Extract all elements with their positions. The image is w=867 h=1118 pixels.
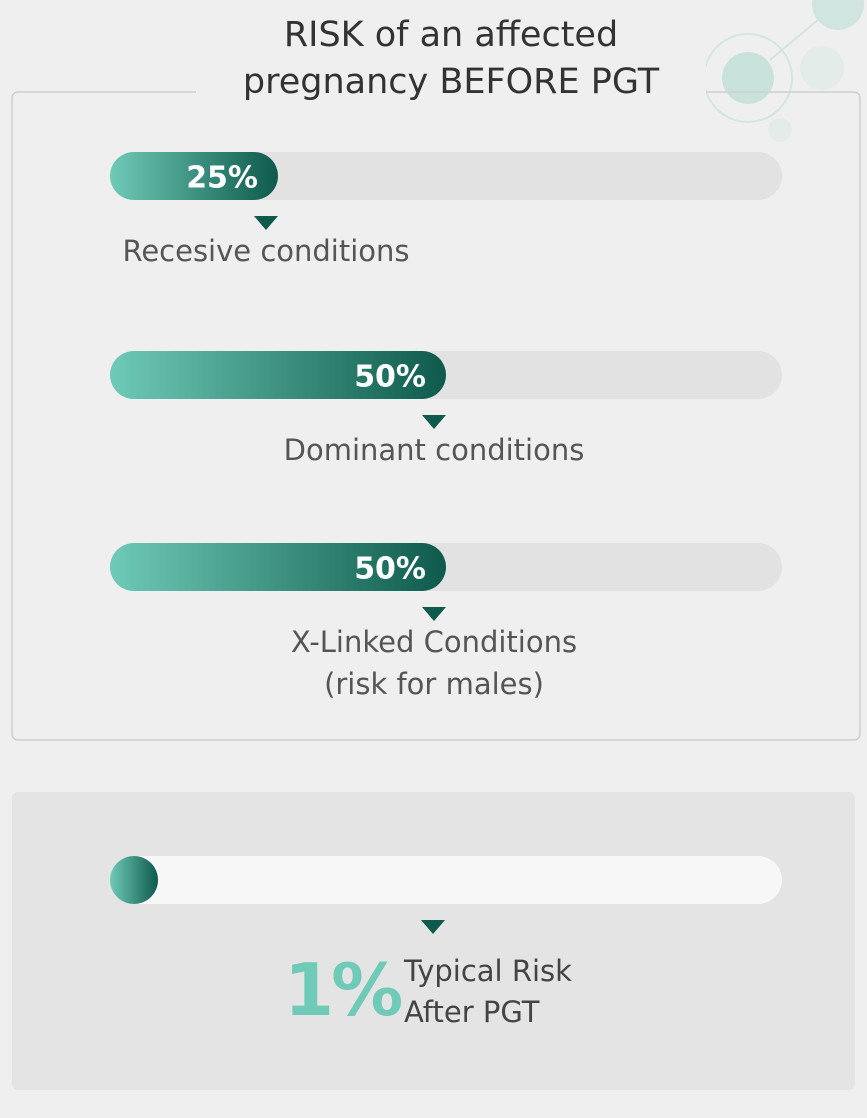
bar-track bbox=[110, 856, 782, 904]
value-label: 50% bbox=[354, 360, 426, 395]
pointer bbox=[422, 607, 446, 621]
pointer bbox=[422, 415, 446, 429]
value-label: 25% bbox=[186, 161, 258, 196]
bar bbox=[110, 856, 158, 904]
category-label: Typical Risk After PGT bbox=[404, 951, 572, 1033]
category-label: X-Linked Conditions (risk for males) bbox=[224, 621, 644, 705]
panel bbox=[12, 792, 855, 1090]
category-label: Recesive conditions bbox=[56, 230, 476, 272]
page: RISK of an affected pregnancy BEFORE PGT… bbox=[0, 0, 867, 1118]
pointer bbox=[254, 216, 278, 230]
value-label: 1% bbox=[284, 948, 400, 1032]
decoration bbox=[704, 0, 864, 142]
value-label: 50% bbox=[354, 552, 426, 587]
category-label: Dominant conditions bbox=[224, 429, 644, 471]
chart-title: RISK of an affected pregnancy BEFORE PGT bbox=[196, 12, 706, 106]
